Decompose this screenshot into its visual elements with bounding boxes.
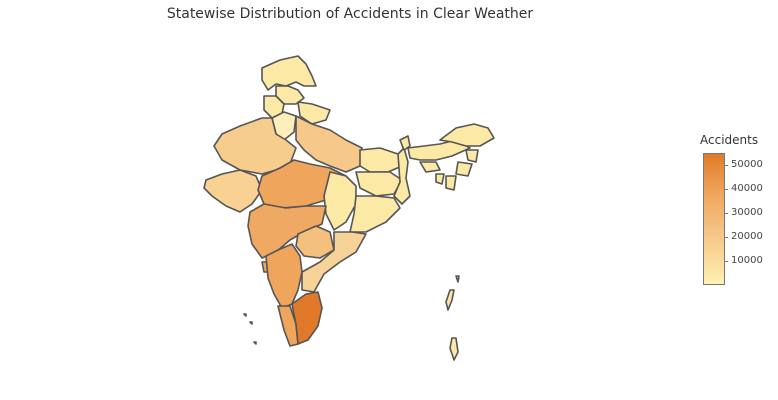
state-sikkim[interactable]	[399, 135, 411, 151]
state-gujarat[interactable]	[203, 169, 263, 213]
state-odisha[interactable]	[349, 195, 401, 233]
map-title: Statewise Distribution of Accidents in C…	[166, 6, 534, 22]
colorbar-tick-mark	[724, 189, 728, 190]
state-lakshadweep[interactable]	[243, 313, 257, 345]
state-telangana[interactable]	[295, 225, 335, 259]
state-arunachal-pradesh[interactable]	[439, 123, 495, 147]
state-nagaland[interactable]	[465, 149, 479, 163]
colorbar-gradient	[703, 153, 725, 285]
colorbar-tick-label: 20000	[731, 231, 763, 242]
state-manipur[interactable]	[455, 161, 473, 177]
colorbar-title: Accidents	[700, 133, 759, 147]
colorbar-tick-label: 50000	[731, 159, 763, 170]
state-tamil-nadu[interactable]	[291, 291, 323, 345]
state-west-bengal[interactable]	[393, 147, 411, 205]
state-tripura[interactable]	[435, 173, 445, 185]
state-uttarakhand[interactable]	[297, 101, 331, 125]
colorbar-tick-label: 10000	[731, 255, 763, 266]
state-assam[interactable]	[407, 139, 471, 161]
state-jammu-kashmir[interactable]	[261, 55, 317, 91]
state-chhattisgarh[interactable]	[323, 171, 357, 231]
state-andhra-pradesh[interactable]	[301, 231, 367, 293]
state-bihar[interactable]	[359, 147, 403, 173]
colorbar-tick-mark	[724, 237, 728, 238]
colorbar-tick-label: 40000	[731, 183, 763, 194]
colorbar-tick-mark	[724, 213, 728, 214]
colorbar-tick-mark	[724, 261, 728, 262]
colorbar-tick-mark	[724, 165, 728, 166]
state-uttar-pradesh[interactable]	[295, 115, 363, 173]
state-mizoram[interactable]	[445, 175, 457, 191]
colorbar-tick-label: 30000	[731, 207, 763, 218]
state-meghalaya[interactable]	[419, 161, 441, 173]
state-andaman-nicobar[interactable]	[445, 275, 460, 361]
state-karnataka[interactable]	[265, 243, 303, 309]
